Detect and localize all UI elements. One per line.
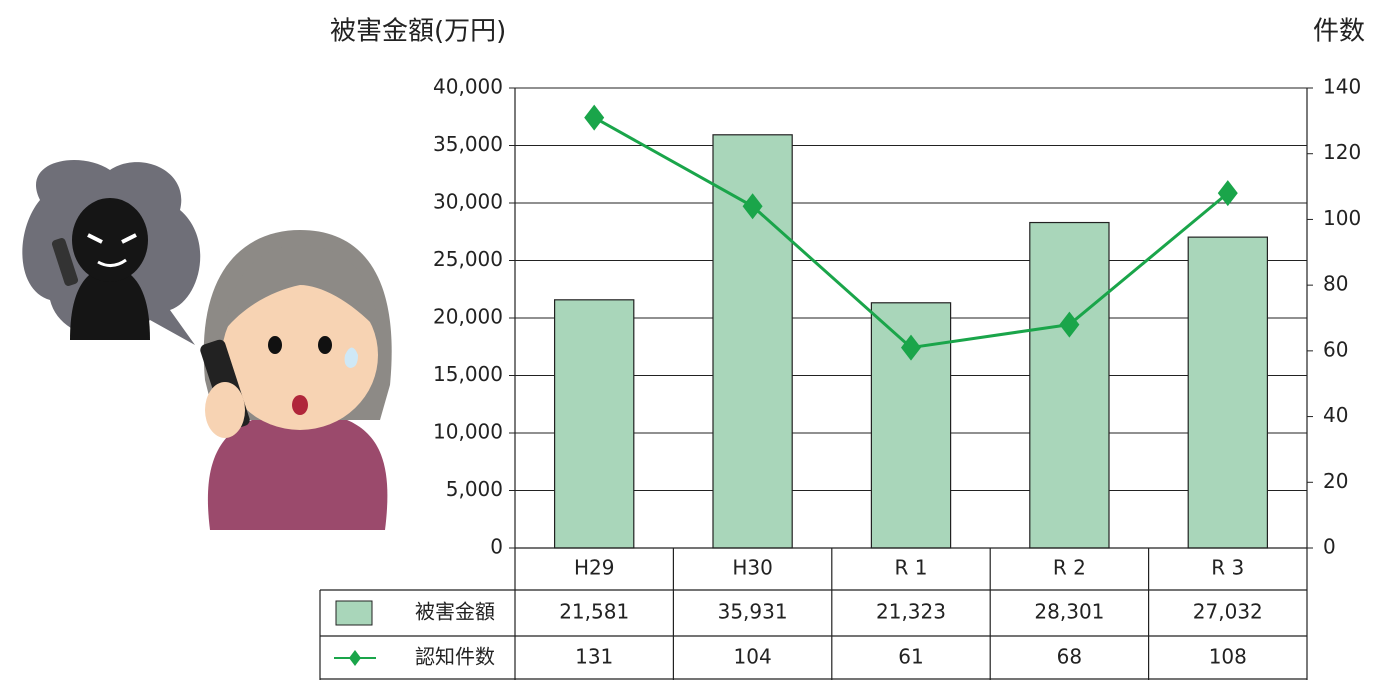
- x-tick-label: R 2: [1053, 556, 1086, 580]
- legend-label: 認知件数: [415, 645, 495, 669]
- y2-tick-label: 80: [1323, 272, 1348, 296]
- legend-label: 被害金額: [415, 600, 495, 624]
- table-value: 35,931: [718, 600, 788, 624]
- x-tick-label: H30: [732, 556, 773, 580]
- bar: [1188, 237, 1267, 548]
- x-tick-label: R 3: [1211, 556, 1244, 580]
- legend-marker: [349, 650, 361, 666]
- y2-tick-label: 100: [1323, 206, 1361, 230]
- y-tick-label: 0: [490, 535, 503, 559]
- legend-swatch: [336, 601, 372, 625]
- x-tick-label: H29: [574, 556, 615, 580]
- y2-tick-label: 20: [1323, 469, 1348, 493]
- table-value: 131: [575, 645, 613, 669]
- table-value: 68: [1057, 645, 1082, 669]
- y-tick-label: 10,000: [433, 420, 503, 444]
- bar: [555, 300, 634, 548]
- y2-tick-label: 60: [1323, 337, 1348, 361]
- y-tick-label: 35,000: [433, 132, 503, 156]
- table-value: 27,032: [1193, 600, 1263, 624]
- table-value: 108: [1209, 645, 1247, 669]
- line-marker: [1218, 180, 1238, 206]
- chart: 被害金額(万円) 件数 0 5,000 10,000 15,000 20,000 25,0…: [0, 0, 1373, 680]
- bar: [1030, 223, 1109, 548]
- y2-axis-title: 件数: [1313, 17, 1365, 47]
- table-value: 21,581: [559, 600, 629, 624]
- y-tick-label: 15,000: [433, 362, 503, 386]
- y2-tick-label: 120: [1323, 140, 1361, 164]
- table-value: 21,323: [876, 600, 946, 624]
- y-axis-title: 被害金額(万円): [330, 17, 506, 47]
- y2-tick-label: 140: [1323, 75, 1361, 99]
- y-tick-label: 20,000: [433, 305, 503, 329]
- table-value: 61: [898, 645, 923, 669]
- y-tick-label: 25,000: [433, 247, 503, 271]
- y-tick-label: 30,000: [433, 190, 503, 214]
- table-value: 104: [734, 645, 772, 669]
- y2-tick-label: 40: [1323, 403, 1348, 427]
- x-tick-label: R 1: [895, 556, 928, 580]
- illustration: [22, 160, 391, 530]
- table-value: 28,301: [1034, 600, 1104, 624]
- y2-tick-label: 0: [1323, 535, 1336, 559]
- y-tick-label: 40,000: [433, 75, 503, 99]
- line-marker: [584, 105, 604, 131]
- y-tick-label: 5,000: [446, 477, 503, 501]
